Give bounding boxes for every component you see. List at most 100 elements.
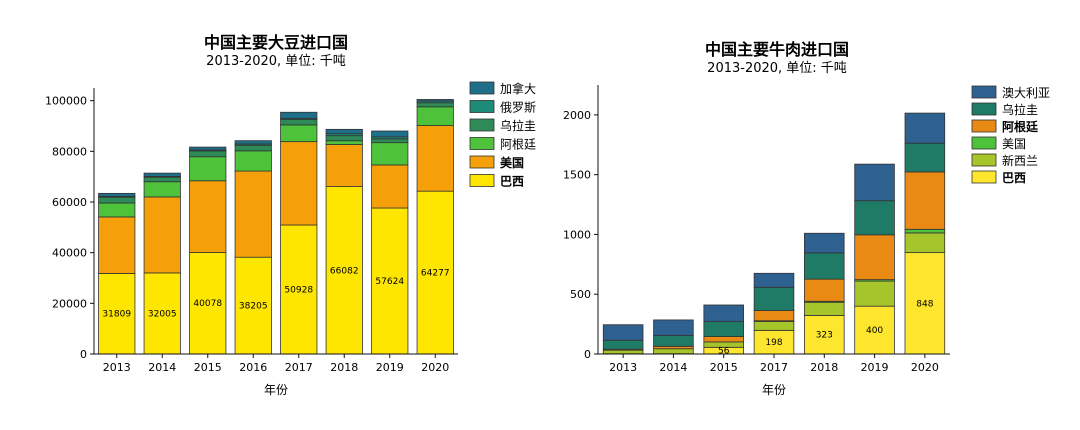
x-tick-label: 2017	[285, 361, 313, 374]
chart-title: 中国主要牛肉进口国	[705, 40, 849, 59]
legend-entry: 阿根廷	[500, 138, 536, 152]
bar-segment-2018-s0	[804, 314, 845, 355]
y-tick-label: 40000	[52, 247, 87, 260]
bar-segment-2018-s1	[325, 144, 363, 187]
beef-chart: 中国主要牛肉进口国 2013-2020, 单位: 千吨 2013 2014 56 2015…	[563, 40, 1050, 397]
y-tick-label: 80000	[52, 145, 87, 158]
bar-segment-2014-s2	[143, 181, 181, 198]
bar-segment-2016-s1	[234, 170, 272, 258]
y-tick-label: 20000	[52, 297, 87, 310]
legend-entry: 美国	[500, 155, 524, 170]
legend-swatch	[971, 136, 997, 150]
bar-segment-2020-s0	[416, 190, 454, 355]
bar-segment-2014-s4	[653, 335, 694, 347]
y-tick-label: 0	[80, 348, 87, 361]
x-tick-label: 2020	[421, 361, 449, 374]
bar-segment-2014-s1	[143, 196, 181, 274]
x-tick-label: 2018	[810, 361, 838, 374]
x-tick-label: 2013	[609, 361, 637, 374]
x-tick-label: 2014	[148, 361, 176, 374]
beef-chart-panel: 中国主要牛肉进口国 2013-2020, 单位: 千吨 2013 2014 56 2015…	[560, 0, 1080, 430]
bar-segment-2018-s3	[804, 278, 845, 302]
bar-segment-2018-s2	[325, 140, 363, 145]
bar-data-label: 198	[765, 338, 782, 348]
y-tick-label: 100000	[45, 95, 87, 108]
bar-segment-2017-s2	[280, 124, 318, 143]
bar-segment-2016-s3	[234, 144, 272, 152]
legend-swatch	[971, 102, 997, 116]
legend-entry: 澳大利亚	[1002, 86, 1050, 100]
bar-segment-2015-s1	[189, 180, 227, 253]
bar-data-label: 400	[866, 326, 883, 336]
bar-segment-2017-s3	[280, 119, 318, 126]
legend-entry: 阿根廷	[1002, 119, 1039, 134]
legend-entry: 巴西	[1002, 171, 1026, 185]
bar-segment-2013-s1	[98, 216, 136, 274]
bar-segment-2015-s2	[189, 156, 227, 182]
chart-subtitle: 2013-2020, 单位: 千吨	[707, 61, 847, 76]
y-tick-label: 500	[570, 288, 591, 301]
bar-segment-2016-s5	[234, 140, 272, 145]
x-axis-label: 年份	[762, 383, 786, 397]
x-tick-label: 2019	[376, 361, 404, 374]
x-tick-label: 2019	[861, 361, 889, 374]
bar-segment-2019-s5	[854, 163, 895, 202]
bar-segment-2016-s0	[234, 256, 272, 355]
bar-data-label: 57624	[375, 277, 404, 287]
y-tick-label: 1500	[563, 169, 591, 182]
bar-segment-2013-s3	[98, 196, 136, 204]
bar-data-label: 848	[916, 299, 933, 309]
bar-segment-2018-s5	[325, 128, 363, 135]
x-tick-label: 2016	[239, 361, 267, 374]
y-tick-label: 60000	[52, 196, 87, 209]
y-tick-label: 0	[584, 348, 591, 361]
bar-segment-2020-s2	[904, 228, 946, 234]
bar-segment-2015-s3	[189, 150, 227, 158]
x-axis-label: 年份	[264, 383, 288, 397]
legend-swatch	[971, 153, 997, 167]
bar-segment-2019-s0	[854, 305, 895, 355]
bar-segment-2014-s5	[143, 172, 181, 177]
legend-entry: 乌拉圭	[500, 118, 536, 133]
bar-segment-2018-s1	[804, 301, 845, 316]
x-tick-label: 2014	[659, 361, 687, 374]
bar-segment-2014-s5	[653, 319, 694, 336]
soybean-chart-panel: 中国主要大豆进口国 2013-2020, 单位: 千吨 31809 2013 32005…	[45, 33, 536, 397]
bar-segment-2019-s5	[371, 130, 409, 138]
y-tick-label: 1000	[563, 228, 591, 241]
bar-segment-2019-s3	[371, 138, 409, 144]
bar-segment-2020-s5	[416, 99, 454, 102]
bar-segment-2015-s3	[703, 336, 744, 343]
y-tick-label: 2000	[563, 109, 591, 122]
bar-data-label: 56	[718, 347, 730, 357]
bar-segment-2017-s1	[280, 141, 318, 226]
bar-segment-2019-s3	[854, 234, 895, 281]
bar-segment-2014-s3	[143, 176, 181, 183]
bar-segment-2020-s3	[416, 102, 454, 108]
bar-data-label: 66082	[330, 266, 359, 276]
bar-segment-2017-s0	[280, 224, 318, 355]
bar-segment-2013-s5	[602, 324, 644, 341]
bar-data-label: 50928	[284, 285, 313, 295]
bar-data-label: 38205	[239, 302, 268, 312]
bar-segment-2019-s1	[371, 164, 409, 209]
legend-swatch	[971, 170, 997, 184]
bar-segment-2020-s2	[416, 106, 454, 126]
bar-segment-2014-s1	[653, 348, 694, 355]
legend-entry: 俄罗斯	[500, 101, 536, 115]
legend-swatch	[469, 137, 495, 150]
bar-segment-2020-s1	[904, 232, 946, 254]
legend-swatch	[469, 155, 495, 169]
bar-segment-2015-s5	[703, 304, 744, 323]
legend-swatch	[469, 118, 495, 132]
bar-segment-2015-s0	[189, 252, 227, 355]
bar-segment-2019-s2	[371, 142, 409, 166]
bar-data-label: 32005	[148, 309, 177, 319]
bar-segment-2017-s3	[753, 310, 795, 322]
bar-segment-2020-s3	[904, 171, 946, 230]
legend-swatch	[469, 174, 495, 187]
bar-segment-2013-s2	[98, 202, 136, 218]
bar-segment-2019-s1	[854, 280, 895, 307]
legend-swatch	[971, 85, 997, 99]
bar-data-label: 40078	[193, 299, 222, 309]
